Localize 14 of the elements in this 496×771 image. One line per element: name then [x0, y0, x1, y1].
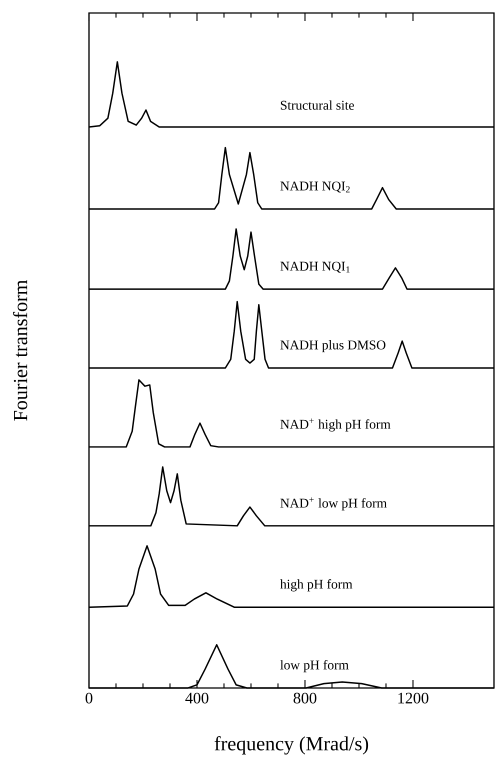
series-label: NADH plus DMSO [280, 340, 386, 352]
x-axis-title: frequency (Mrad/s) [214, 736, 368, 755]
series-label: Structural site [280, 100, 354, 110]
y-axis-title: Fourier transform [13, 280, 28, 421]
series-label: low pH form [280, 660, 349, 672]
x-tick-label: 800 [294, 692, 316, 704]
x-tick-label: 400 [185, 692, 208, 704]
x-tick-label: 0 [86, 692, 92, 704]
series-label: NAD$^{+}$ low pH form [280, 497, 387, 510]
x-tick-label: 1200 [398, 692, 428, 704]
series-label: high pH form [280, 579, 352, 592]
series-label: NADH NQI$_{2}$ [280, 182, 350, 193]
series-label: NADH NQI$_{1}$ [280, 262, 350, 273]
series-label: NAD$^{+}$ high pH form [280, 418, 391, 432]
